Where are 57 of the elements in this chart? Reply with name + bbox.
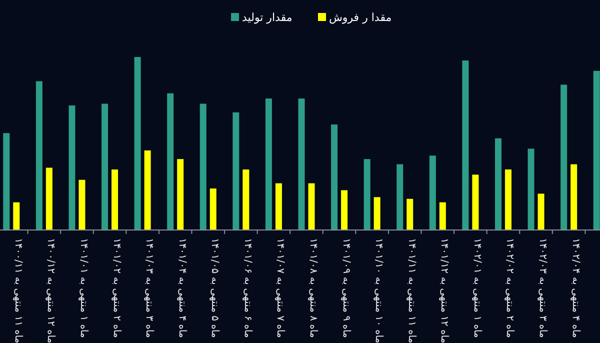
bar: [308, 183, 315, 230]
x-tick-label: ماه ۲ منتهی به ۱۴۰۲/۰۲: [504, 238, 516, 338]
bar: [200, 104, 206, 230]
x-tick-label: ماه ۱۲ منتهی به ۱۴۰۰/۱۲: [45, 238, 56, 343]
x-tick-label: ماه ۱۱ منتهی به ۱۴۰۱/۱۱: [406, 238, 417, 343]
bar: [331, 124, 338, 230]
bar: [275, 183, 282, 230]
bar: [560, 84, 568, 230]
x-tick-label: ماه ۸ منتهی به ۱۴۰۱/۰۸: [308, 238, 318, 338]
bar: [3, 133, 10, 230]
x-tick-label: ماه ۷ منتهی به ۱۴۰۱/۰۷: [274, 238, 286, 338]
bar: [13, 202, 20, 230]
bar: [462, 60, 469, 230]
x-tick-label: ماه ۴ منتهی به ۱۴۰۱/۰۴: [176, 238, 188, 338]
bar: [364, 159, 370, 230]
bar: [472, 174, 479, 230]
x-tick-label: ماه ۱ منتهی به ۱۴۰۲/۰۱: [471, 238, 482, 338]
bar: [406, 198, 414, 230]
x-tick-label: ماه ۶ منتهی به ۱۴۰۱/۰۶: [242, 238, 253, 338]
bar: [167, 93, 174, 230]
x-tick-label: ماه ۲ منتهی به ۱۴۰۱/۰۲: [110, 238, 122, 338]
bar: [298, 98, 305, 230]
bar: [134, 57, 141, 230]
bar: [242, 169, 250, 230]
x-tick-label: ماه ۱۲ منتهی به ۱۴۰۱/۱۲: [438, 238, 450, 343]
x-tick-label: ماه ۱۱ منتهی به ۱۴۰۰/۱۱: [12, 238, 24, 343]
bar: [210, 188, 216, 230]
bar: [112, 169, 118, 230]
bar: [46, 168, 52, 230]
bar: [78, 180, 86, 230]
bar: [570, 164, 578, 230]
bar: [439, 202, 446, 230]
bar: [68, 105, 76, 230]
x-tick-label: ماه ۴ منتهی به ۱۴۰۲/۰۴: [570, 238, 581, 338]
bar: [36, 81, 42, 230]
bar: [504, 169, 512, 230]
bar: [538, 194, 544, 230]
bar: [374, 197, 380, 230]
x-tick-label: ماه ۵ منتهی به ۱۴۰۱/۰۵: [209, 238, 220, 338]
legend-label: مقدا ر فروش: [329, 11, 392, 24]
bar: [232, 112, 240, 230]
bar: [265, 98, 272, 230]
legend-label: مقدار تولید: [242, 11, 292, 24]
x-tick-label: ماه ۱ منتهی به ۱۴۰۱/۰۱: [78, 238, 89, 338]
x-tick-label: ماه ۳ منتهی به ۱۴۰۲/۰۳: [537, 238, 548, 338]
bar: [177, 159, 184, 230]
x-tick-label: ماه ۹ منتهی به ۱۴۰۱/۰۹: [340, 238, 352, 338]
x-tick-label: ماه ۳ منتهی به ۱۴۰۱/۰۳: [144, 238, 155, 338]
x-tick-label: ماه ۱۰ منتهی به ۱۴۰۱/۱۰: [373, 238, 384, 343]
bar: [494, 138, 502, 230]
bar: [341, 190, 348, 230]
bar: [429, 156, 436, 230]
bar: [528, 148, 534, 230]
bar: [593, 70, 600, 230]
bar: [144, 150, 151, 230]
bar: [102, 104, 108, 230]
bar: [396, 164, 404, 230]
